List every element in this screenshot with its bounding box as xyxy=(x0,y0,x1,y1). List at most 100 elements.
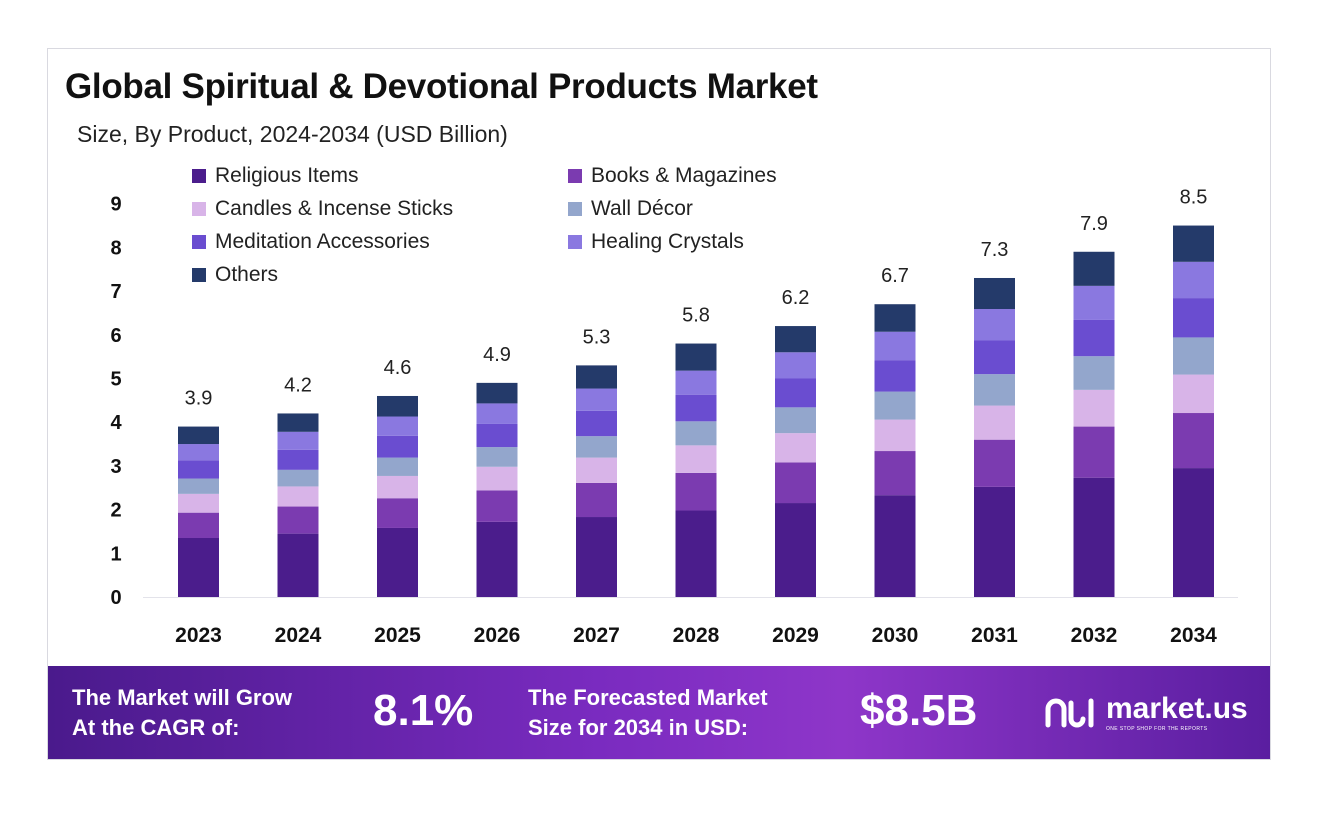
bar-segment xyxy=(775,378,816,408)
legend-label: Candles & Incense Sticks xyxy=(215,197,454,220)
y-tick-label: 0 xyxy=(110,587,121,609)
bar-segment xyxy=(1173,337,1214,375)
bar-segment xyxy=(277,486,319,507)
bar-segment xyxy=(277,506,319,534)
bar-segment xyxy=(476,382,518,404)
bar-segment xyxy=(874,331,916,361)
chart-subtitle: Size, By Product, 2024-2034 (USD Billion… xyxy=(77,121,508,147)
bar-segment xyxy=(476,447,518,467)
bar-segment xyxy=(178,538,219,597)
bar-segment xyxy=(775,433,816,463)
bar-total-label: 6.7 xyxy=(881,265,909,287)
bar-segment xyxy=(675,394,717,422)
y-tick-label: 5 xyxy=(110,369,121,391)
y-tick-label: 7 xyxy=(110,281,121,303)
x-tick-label: 2031 xyxy=(971,624,1018,647)
x-tick-label: 2025 xyxy=(374,624,421,647)
bar-segment xyxy=(675,370,717,395)
bar-segment xyxy=(576,410,617,437)
legend-item: Wall Décor xyxy=(568,197,693,221)
x-tick-label: 2030 xyxy=(872,624,919,647)
chart-card: Global Spiritual & Devotional Products M… xyxy=(47,48,1271,760)
y-tick-label: 6 xyxy=(110,325,121,347)
bar-segment xyxy=(576,436,617,458)
bar-segment xyxy=(675,421,717,446)
bar-segment xyxy=(476,403,518,424)
stacked-bar-chart: 0 1 2 3 4 5 6 7 8 9 3.9 2023 4.2 2024 4.6 2025 4.9 2026 5.… xyxy=(110,187,1238,647)
bar-segment xyxy=(576,388,617,411)
bar-segment xyxy=(1173,225,1214,262)
bar-segment xyxy=(277,413,319,432)
legend-swatch xyxy=(192,268,206,282)
legend-item: Meditation Accessories xyxy=(192,230,430,254)
bar-segment xyxy=(1173,261,1214,299)
bar-total-label: 6.2 xyxy=(782,287,810,309)
bar-total-label: 7.9 xyxy=(1080,213,1108,235)
legend-item: Religious Items xyxy=(192,164,359,188)
y-tick-label: 8 xyxy=(110,237,121,259)
bar-segment xyxy=(377,498,418,528)
bar-segment xyxy=(178,444,219,461)
bar-segment xyxy=(874,419,916,452)
y-tick-label: 2 xyxy=(110,500,121,522)
legend-item: Others xyxy=(192,263,278,287)
bar-segment xyxy=(1073,477,1115,597)
chart-title: Global Spiritual & Devotional Products M… xyxy=(65,67,818,106)
cagr-caption-line2: At the CAGR of: xyxy=(72,715,240,740)
legend-label: Meditation Accessories xyxy=(215,230,430,253)
bar-segment xyxy=(277,533,319,597)
bar-segment xyxy=(277,431,319,450)
bar-segment xyxy=(1173,298,1214,338)
bar-segment xyxy=(874,360,916,392)
bar-segment xyxy=(377,435,418,458)
forecast-caption-line1: The Forecasted Market xyxy=(528,685,768,710)
legend-label: Wall Décor xyxy=(591,197,693,220)
bar-segment xyxy=(1173,468,1214,597)
legend-swatch xyxy=(568,169,582,183)
bar-segment xyxy=(476,423,518,448)
x-tick-label: 2034 xyxy=(1170,624,1217,647)
bar-segment xyxy=(775,352,816,379)
forecast-value: $8.5B xyxy=(860,686,978,735)
bar-segment xyxy=(1073,356,1115,390)
bar-total-label: 3.9 xyxy=(185,388,213,410)
bar-segment xyxy=(476,466,518,491)
bar-segment xyxy=(974,277,1015,310)
bar-segment xyxy=(576,365,617,389)
bar-total-label: 4.6 xyxy=(384,357,412,379)
y-tick-label: 1 xyxy=(110,543,121,565)
y-tick-label: 4 xyxy=(110,412,122,434)
bar-segment xyxy=(576,482,617,518)
forecast-caption: The Forecasted Market Size for 2034 in U… xyxy=(528,683,768,743)
bar-segment xyxy=(178,460,219,479)
bar-total-label: 4.2 xyxy=(284,374,312,396)
bar-segment xyxy=(178,426,219,445)
bar-segment xyxy=(874,451,916,496)
bar-segment xyxy=(675,472,717,511)
summary-banner: The Market will Grow At the CAGR of: 8.1… xyxy=(48,666,1270,759)
chart-legend: Religious Items Books & Magazines Candles … xyxy=(192,164,892,294)
x-tick-label: 2023 xyxy=(175,624,222,647)
market-us-logo-icon xyxy=(1045,698,1094,728)
bar-segment xyxy=(476,490,518,522)
bar-segment xyxy=(377,457,418,476)
legend-item: Books & Magazines xyxy=(568,164,777,188)
x-tick-label: 2027 xyxy=(573,624,620,647)
bar-segment xyxy=(1073,389,1115,427)
bar-segment xyxy=(974,486,1015,597)
market-us-logo: market.us ONE STOP SHOP FOR THE REPORTS xyxy=(1044,694,1248,732)
bar-segment xyxy=(1173,374,1214,414)
legend-label: Others xyxy=(215,263,279,286)
logo-tagline: ONE STOP SHOP FOR THE REPORTS xyxy=(1106,726,1208,732)
bar-segment xyxy=(775,462,816,504)
legend-swatch xyxy=(568,235,582,249)
x-tick-label: 2032 xyxy=(1071,624,1118,647)
cagr-value: 8.1% xyxy=(373,686,474,735)
bar-segment xyxy=(775,326,816,353)
bar-segment xyxy=(1073,319,1115,357)
bar-segment xyxy=(476,521,518,597)
legend-label: Religious Items xyxy=(215,164,359,187)
bar-segment xyxy=(974,405,1015,440)
bar-segment xyxy=(1073,285,1115,320)
bar-segment xyxy=(874,391,916,420)
